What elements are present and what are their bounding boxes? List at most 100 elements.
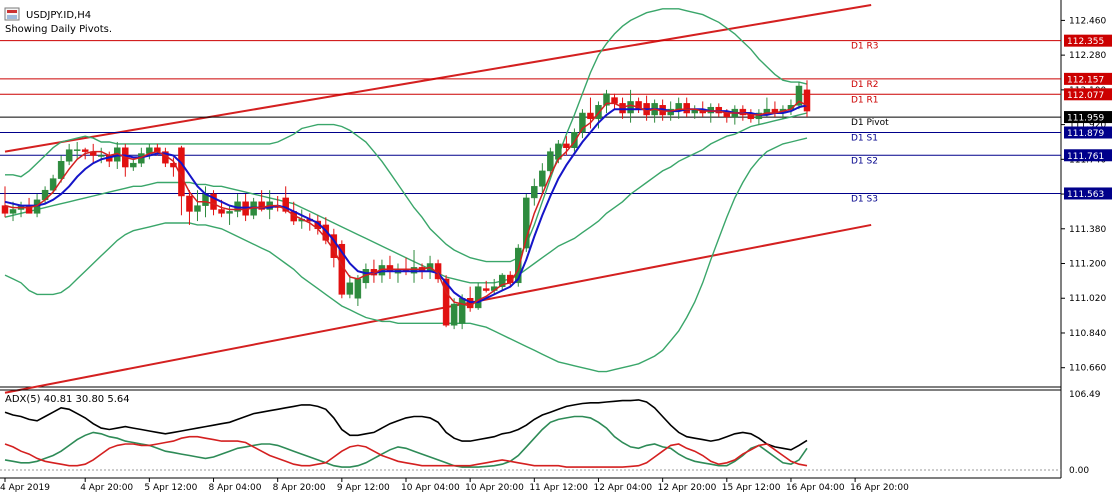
- pivot-label: D1 R3: [851, 42, 879, 52]
- pivot-label: D1 S2: [851, 156, 878, 166]
- price-tag-label: 111.761: [1067, 152, 1104, 162]
- x-tick-label: 15 Apr 12:00: [722, 483, 781, 493]
- x-tick-label: 10 Apr 04:00: [401, 483, 460, 493]
- candle-body: [210, 193, 217, 210]
- y-tick-label: 110.660: [1069, 364, 1106, 374]
- adx-label: ADX(5) 40.81 30.80 5.64: [5, 394, 130, 405]
- adx-minus-di-line: [4, 435, 808, 468]
- bollinger-upper-band: [5, 8, 808, 263]
- candle-body: [531, 186, 538, 199]
- adx-axis-label: 106.49: [1069, 390, 1101, 400]
- candle-body: [226, 211, 233, 214]
- price-tag-label: 112.157: [1067, 75, 1104, 85]
- adx-panel: 106.49 0.00: [0, 389, 1101, 479]
- candle-body: [218, 209, 225, 214]
- price-tag: [1064, 111, 1112, 124]
- price-tag-label: 111.879: [1067, 129, 1104, 139]
- candle-body: [611, 97, 618, 104]
- x-axis: 4 Apr 2019 4 Apr 20:00 5 Apr 12:00 8 Apr 04…: [0, 478, 909, 493]
- chart-title: USDJPY.ID,H4: [26, 10, 91, 21]
- x-tick-label: 8 Apr 04:00: [209, 483, 262, 493]
- adx-main-line: [4, 399, 808, 451]
- x-tick-label: 16 Apr 20:00: [850, 483, 909, 493]
- candle-body: [547, 151, 554, 172]
- price-tag: [1064, 88, 1112, 101]
- candle-body: [450, 303, 458, 326]
- pivot-label: D1 S3: [851, 194, 878, 204]
- pivot-label: D1 Pivot: [851, 118, 889, 128]
- candle-body: [458, 297, 466, 324]
- bollinger-lower-band: [4, 137, 808, 373]
- y-tick-label: 111.200: [1069, 260, 1106, 270]
- candle-body: [755, 112, 763, 120]
- candle-body: [482, 288, 490, 291]
- candle-body: [683, 103, 690, 114]
- main-panel: D1 R3 D1 R2 D1 R1 D1 Pivot D1 S1 D1 S2 D1 S3: [0, 0, 1062, 478]
- candle-body: [282, 197, 289, 212]
- moving-average-fast: [4, 100, 808, 307]
- candle-body: [603, 93, 610, 106]
- adx-plus-di-line: [4, 415, 808, 468]
- x-tick-label: 12 Apr 04:00: [593, 483, 652, 493]
- candle-body: [130, 162, 137, 168]
- x-tick-label: 10 Apr 20:00: [465, 483, 524, 493]
- candle-body: [803, 89, 811, 112]
- candle-body: [442, 278, 450, 326]
- price-tag-label: 111.563: [1067, 190, 1104, 200]
- price-tag: [1064, 34, 1112, 47]
- candle-body: [563, 143, 570, 148]
- bollinger-middle-band: [4, 112, 808, 284]
- candle-body: [498, 274, 506, 287]
- candle-body: [515, 247, 522, 284]
- price-tag: [1064, 126, 1112, 139]
- candle-body: [627, 101, 634, 114]
- candle-body: [57, 161, 65, 179]
- x-tick-label: 9 Apr 12:00: [337, 483, 390, 493]
- candle-body: [523, 197, 530, 249]
- candle-body: [170, 162, 177, 168]
- candle-body: [258, 201, 265, 210]
- candle-body: [49, 178, 57, 191]
- price-tag-label: 112.355: [1067, 37, 1104, 47]
- y-tick-label: 112.460: [1069, 16, 1106, 26]
- candle-body: [619, 103, 626, 114]
- y-tick-label: 112.280: [1069, 51, 1106, 61]
- x-tick-label: 16 Apr 04:00: [786, 483, 845, 493]
- chart-subtitle: Showing Daily Pivots.: [5, 24, 112, 35]
- x-tick-label: 4 Apr 2019: [0, 483, 50, 493]
- candle-body: [81, 149, 89, 152]
- candle-body: [186, 195, 193, 212]
- price-tag: [1064, 149, 1112, 162]
- candle-body: [474, 286, 482, 309]
- adx-axis-label: 0.00: [1069, 466, 1089, 476]
- y-tick-label: 111.380: [1069, 225, 1106, 235]
- candle-body: [194, 205, 201, 212]
- x-tick-label: 11 Apr 12:00: [529, 483, 588, 493]
- price-tag: [1064, 72, 1112, 85]
- candle-body: [73, 149, 81, 151]
- x-tick-label: 8 Apr 20:00: [273, 483, 326, 493]
- window-icon: [4, 7, 20, 21]
- price-tag: [1064, 187, 1112, 200]
- price-tag-label: 111.959: [1067, 114, 1104, 124]
- pivot-label: D1 R1: [851, 95, 879, 105]
- x-tick-label: 12 Apr 20:00: [658, 483, 717, 493]
- y-tick-label: 111.920: [1069, 121, 1106, 131]
- candle-body: [354, 278, 362, 299]
- channel-upper-line: [4, 3, 872, 153]
- channel-lower-line: [4, 223, 872, 394]
- price-tag-label: 112.077: [1067, 91, 1104, 101]
- pivot-label: D1 R2: [851, 80, 879, 90]
- x-tick-label: 5 Apr 12:00: [144, 483, 197, 493]
- pivot-label: D1 S1: [851, 134, 878, 144]
- candle-body: [346, 282, 354, 295]
- candle-body: [65, 149, 73, 162]
- candle-body: [587, 112, 594, 120]
- candle-body: [322, 224, 330, 241]
- candle-body: [579, 112, 586, 133]
- candle-body: [795, 85, 803, 106]
- overlay: 112.355 112.157 112.077 111.959 111.879 111.7…: [1064, 34, 1112, 200]
- candle-body: [539, 170, 546, 187]
